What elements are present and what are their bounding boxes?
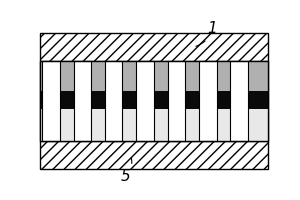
Bar <box>74 61 91 141</box>
Bar <box>199 61 217 141</box>
Bar <box>122 91 136 109</box>
Bar <box>185 91 199 109</box>
Bar <box>105 61 122 141</box>
Bar <box>248 91 268 109</box>
Bar <box>248 61 268 91</box>
Bar <box>185 109 199 141</box>
Bar <box>42 61 60 141</box>
Bar <box>40 61 42 91</box>
Bar <box>40 141 268 169</box>
Bar <box>230 61 248 141</box>
Bar <box>154 61 168 91</box>
Bar <box>217 61 230 91</box>
Bar <box>40 61 268 141</box>
Bar <box>40 61 268 141</box>
Bar <box>122 109 136 141</box>
Bar <box>91 91 105 109</box>
Bar <box>40 33 268 61</box>
Bar <box>91 61 105 91</box>
Bar <box>91 109 105 141</box>
Bar <box>168 61 185 141</box>
Bar <box>154 109 168 141</box>
Bar <box>248 109 268 141</box>
Bar <box>154 91 168 109</box>
Bar <box>60 109 74 141</box>
Text: 5: 5 <box>121 158 132 184</box>
Text: 1: 1 <box>196 21 217 46</box>
Bar <box>217 91 230 109</box>
Bar <box>40 109 42 141</box>
Bar <box>40 91 42 109</box>
Bar <box>122 61 136 91</box>
Bar <box>60 91 74 109</box>
Bar <box>217 109 230 141</box>
Bar <box>136 61 154 141</box>
Bar <box>60 61 74 91</box>
Bar <box>185 61 199 91</box>
